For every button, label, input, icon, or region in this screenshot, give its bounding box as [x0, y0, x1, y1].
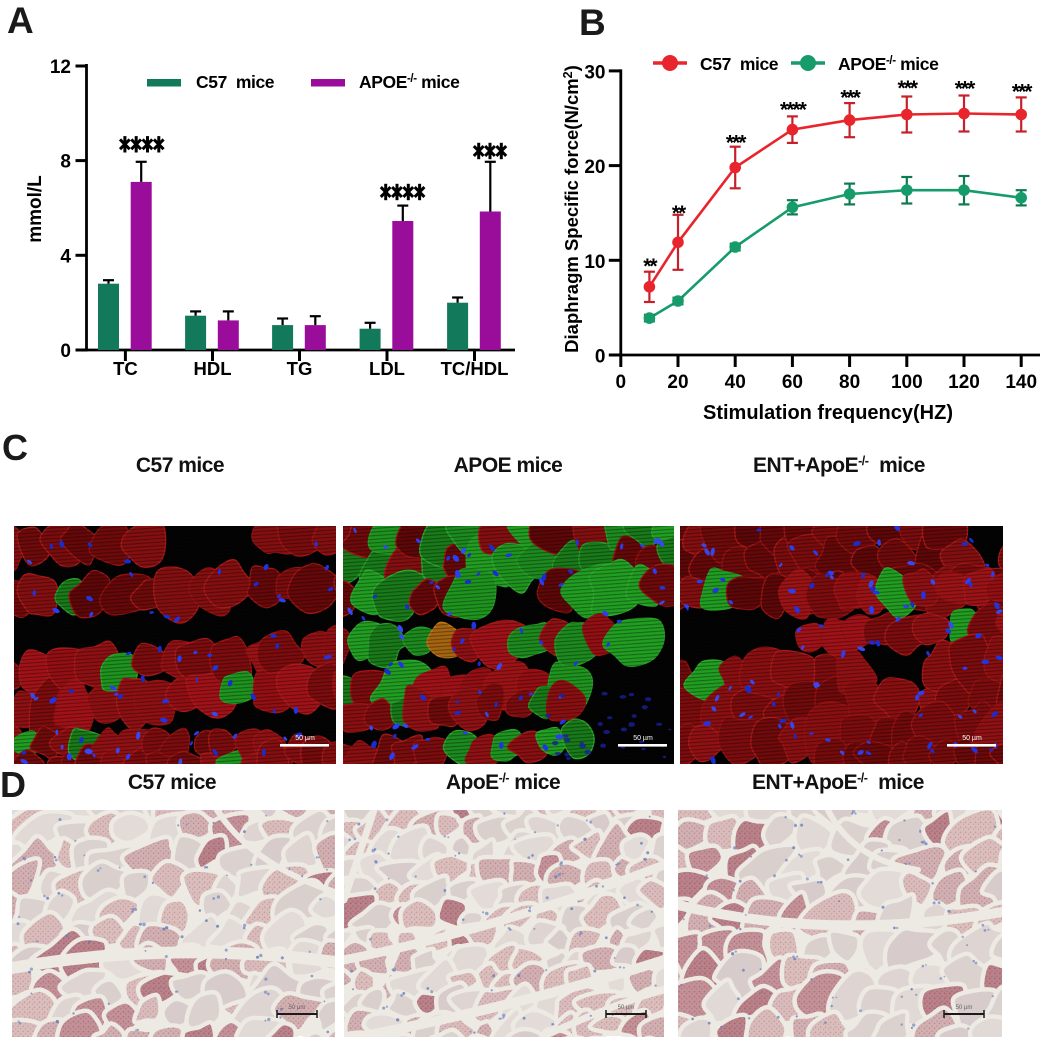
- svg-text:140: 140: [1005, 372, 1037, 393]
- svg-text:B: B: [579, 2, 606, 43]
- svg-text:0: 0: [616, 372, 627, 393]
- svg-text:****: ****: [780, 99, 808, 122]
- svg-text:12: 12: [50, 57, 71, 78]
- svg-text:0: 0: [60, 341, 71, 362]
- svg-text:50 µm: 50 µm: [295, 735, 315, 742]
- svg-text:Diaphragm Specific force(N/cm2: Diaphragm Specific force(N/cm2): [561, 65, 582, 353]
- svg-text:50 µm: 50 µm: [633, 735, 653, 742]
- svg-text:APOE-/- mice: APOE-/- mice: [838, 54, 939, 74]
- svg-text:***: ***: [726, 132, 747, 155]
- svg-text:20: 20: [584, 157, 605, 178]
- svg-text:LDL: LDL: [369, 358, 405, 379]
- svg-text:APOE-/- mice: APOE-/- mice: [359, 72, 460, 92]
- svg-text:TC: TC: [113, 358, 138, 379]
- svg-text:30: 30: [584, 62, 605, 83]
- svg-text:TC/HDL: TC/HDL: [441, 358, 509, 379]
- svg-text:10: 10: [584, 252, 605, 273]
- svg-text:80: 80: [839, 372, 860, 393]
- svg-text:40: 40: [725, 372, 746, 393]
- svg-text:8: 8: [60, 152, 71, 173]
- svg-text:50 µm: 50 µm: [956, 1005, 973, 1011]
- svg-text:TG: TG: [287, 358, 313, 379]
- svg-text:20: 20: [667, 372, 688, 393]
- svg-text:***: ***: [898, 77, 919, 100]
- svg-text:C57 mice: C57 mice: [196, 72, 275, 92]
- svg-text:4: 4: [60, 246, 71, 267]
- svg-text:**: **: [672, 202, 687, 225]
- svg-text:***: ***: [955, 78, 976, 101]
- svg-text:50 µm: 50 µm: [289, 1005, 306, 1011]
- svg-text:Stimulation frequency(HZ): Stimulation frequency(HZ): [703, 402, 953, 424]
- svg-text:50 µm: 50 µm: [962, 735, 982, 742]
- svg-text:0: 0: [595, 347, 606, 368]
- svg-text:120: 120: [948, 372, 980, 393]
- svg-text:***: ***: [1012, 81, 1033, 104]
- svg-text:A: A: [7, 0, 34, 41]
- svg-text:60: 60: [782, 372, 803, 393]
- svg-text:mmol/L: mmol/L: [25, 175, 46, 243]
- svg-text:100: 100: [891, 372, 923, 393]
- svg-text:HDL: HDL: [193, 358, 231, 379]
- svg-text:***: ***: [840, 87, 861, 110]
- svg-text:50 µm: 50 µm: [618, 1005, 635, 1011]
- svg-text:C57 mice: C57 mice: [700, 54, 779, 74]
